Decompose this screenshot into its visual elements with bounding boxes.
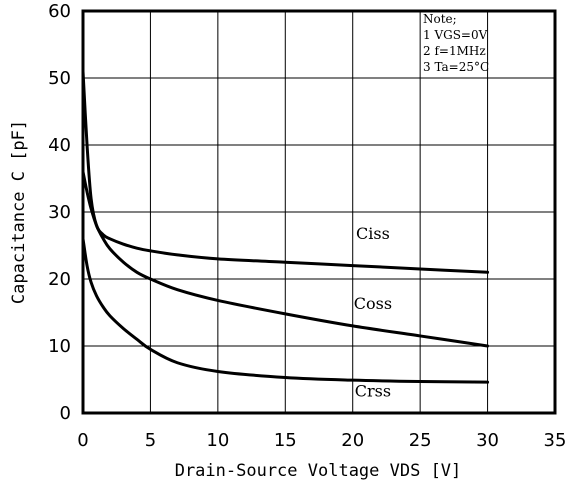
y-tick-label: 40 [48,135,71,156]
plot-frame [81,9,557,415]
x-tick-label: 0 [77,430,88,451]
x-tick-label: 25 [409,430,432,451]
grid [82,10,556,414]
x-axis-label: Drain-Source Voltage VDS [V] [175,461,462,481]
series-labels: Ciss Coss Crss [354,224,392,400]
series-label-coss: Coss [354,294,392,313]
y-axis-label: Capacitance C [pF] [9,120,29,304]
series-line-crss [81,237,490,384]
note-title: Note; [423,12,457,26]
series-label-ciss: Ciss [356,224,390,243]
note-line-3: 3 Ta=25°C [423,60,489,74]
x-tick-label: 5 [145,430,156,451]
note-line-1: 1 VGS=0V [423,28,488,42]
x-tick-label: 15 [274,430,297,451]
x-tick-label: 20 [341,430,364,451]
note-box: Note; 1 VGS=0V 2 f=1MHz 3 Ta=25°C [423,12,489,74]
y-tick-label: 50 [48,68,71,89]
y-tick-label: 10 [48,336,71,357]
y-tick-label: 20 [48,269,71,290]
y-tick-label: 0 [60,403,71,424]
series-line-coss [81,170,490,348]
series-curves [81,69,490,384]
x-tick-label: 35 [544,430,567,451]
tick-labels: 0 5 10 15 20 25 30 35 0 10 20 30 40 50 60 [48,1,566,451]
x-tick-label: 30 [476,430,499,451]
series-label-crss: Crss [355,381,391,400]
y-tick-label: 60 [48,1,71,22]
y-tick-label: 30 [48,202,71,223]
x-tick-label: 10 [206,430,229,451]
note-line-2: 2 f=1MHz [423,44,486,58]
